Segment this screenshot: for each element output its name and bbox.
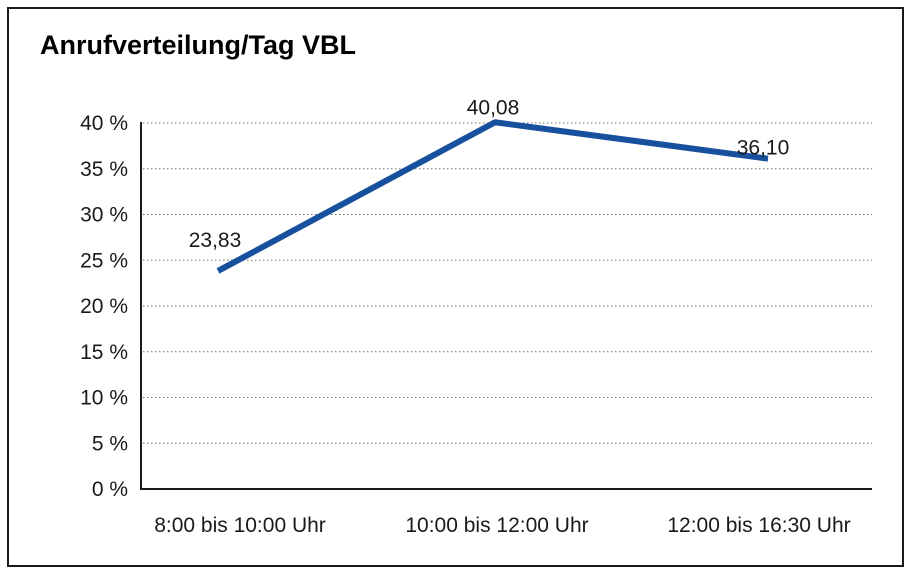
y-tick-label: 5 % <box>92 432 128 455</box>
y-tick-label: 0 % <box>92 478 128 501</box>
y-tick-label: 10 % <box>80 387 128 410</box>
point-label: 40,08 <box>467 96 520 119</box>
y-tick-label: 30 % <box>80 204 128 227</box>
point-label: 36,10 <box>737 137 790 160</box>
chart-title: Anrufverteilung/Tag VBL <box>40 30 357 60</box>
chart-outer-border <box>7 7 904 567</box>
y-tick-label: 15 % <box>80 341 128 364</box>
y-tick-label: 35 % <box>80 158 128 181</box>
series-line <box>216 119 769 274</box>
x-axis-label: 10:00 bis 12:00 Uhr <box>405 514 588 537</box>
point-label: 23,83 <box>189 229 242 252</box>
y-tick-label: 25 % <box>80 249 128 272</box>
y-tick-label: 20 % <box>80 295 128 318</box>
y-tick-label: 40 % <box>80 112 128 135</box>
x-axis-label: 12:00 bis 16:30 Uhr <box>667 514 850 537</box>
x-axis-label: 8:00 bis 10:00 Uhr <box>154 514 326 537</box>
